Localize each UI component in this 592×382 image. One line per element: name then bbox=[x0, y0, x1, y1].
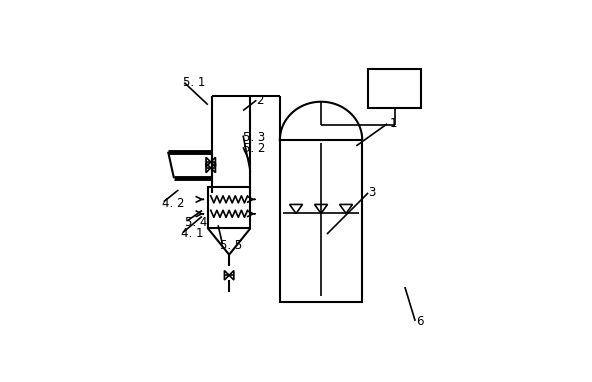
Text: 5. 3: 5. 3 bbox=[243, 131, 265, 144]
Bar bbox=[280, 140, 362, 302]
Text: 5. 1: 5. 1 bbox=[183, 76, 205, 89]
Bar bbox=[368, 70, 421, 108]
Text: 3: 3 bbox=[368, 186, 375, 199]
Text: 2: 2 bbox=[256, 94, 264, 107]
Text: 5. 2: 5. 2 bbox=[243, 142, 265, 155]
Bar bbox=[208, 187, 250, 228]
Text: 5. 5: 5. 5 bbox=[220, 240, 243, 253]
Text: 6: 6 bbox=[416, 315, 423, 328]
Text: 4. 1: 4. 1 bbox=[181, 227, 204, 240]
Text: 5. 4: 5. 4 bbox=[185, 216, 208, 229]
Text: 4. 2: 4. 2 bbox=[162, 197, 184, 210]
Text: 1: 1 bbox=[390, 117, 398, 130]
